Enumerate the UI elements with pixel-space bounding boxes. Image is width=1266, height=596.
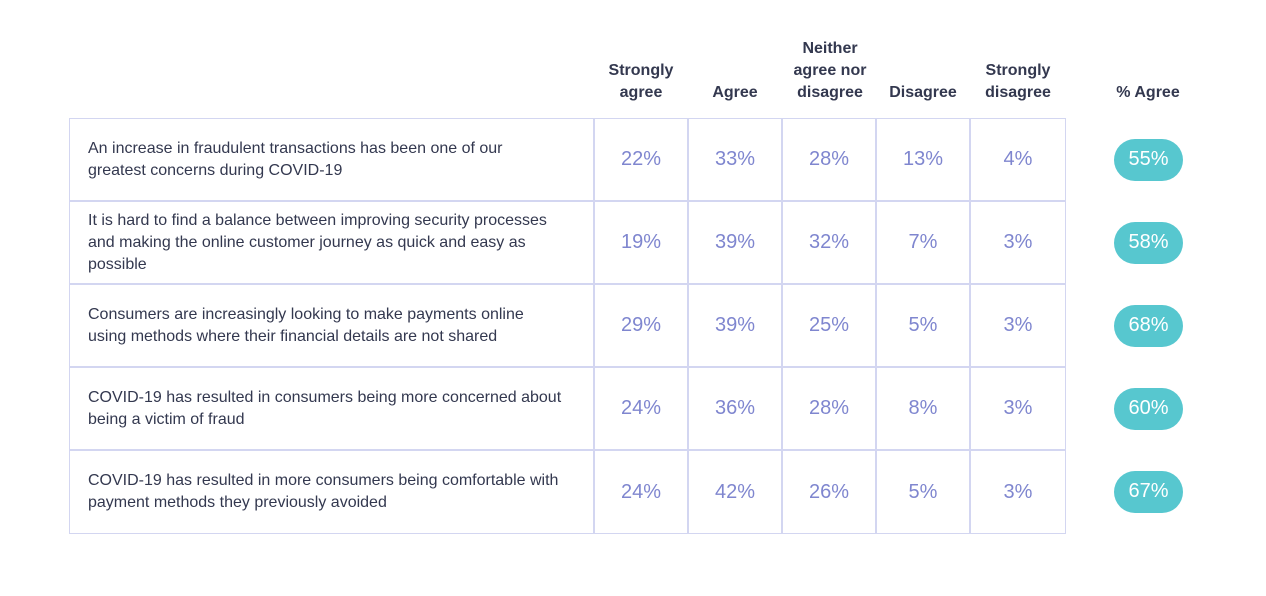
header-percent-agree: % Agree [1116, 84, 1180, 101]
value-cell: 24% [595, 368, 689, 449]
value-cell: 25% [783, 285, 877, 366]
table-row: It is hard to find a balance between imp… [70, 202, 1065, 285]
value-cell: 5% [877, 285, 971, 366]
value-cell: 7% [877, 202, 971, 283]
value-cell: 26% [783, 451, 877, 533]
value-cell: 3% [1003, 397, 1033, 419]
agree-pill: 60% [1114, 387, 1183, 430]
header-disagree: Disagree [889, 84, 957, 101]
value-cell: 22% [595, 119, 689, 200]
value-cell: 3% [1003, 314, 1033, 336]
table-row: An increase in fraudulent transactions h… [70, 119, 1065, 202]
value-cell: 8% [877, 368, 971, 449]
value-cell: 13% [877, 119, 971, 200]
header-agree: Agree [712, 84, 758, 101]
header-strongly-disagree: Strongly disagree [985, 62, 1051, 101]
table-row: Consumers are increasingly looking to ma… [70, 285, 1065, 368]
statement-label: COVID-19 has resulted in consumers being… [70, 368, 595, 449]
value-cell: 42% [689, 451, 783, 533]
agree-pill: 58% [1114, 221, 1183, 264]
value-cell: 39% [689, 285, 783, 366]
agree-pill: 68% [1114, 304, 1183, 347]
value-cell: 33% [689, 119, 783, 200]
value-cell: 3% [1003, 480, 1033, 503]
value-cell: 28% [783, 119, 877, 200]
agree-pill: 67% [1114, 470, 1183, 513]
data-table: An increase in fraudulent transactions h… [69, 118, 1066, 534]
header-strongly-agree: Strongly agree [608, 62, 674, 101]
value-cell: 29% [595, 285, 689, 366]
table-row: COVID-19 has resulted in more consumers … [70, 451, 1065, 533]
agree-pill: 55% [1114, 138, 1183, 181]
value-cell: 19% [595, 202, 689, 283]
statement-label: COVID-19 has resulted in more consumers … [70, 451, 595, 533]
value-cell: 3% [1003, 231, 1033, 253]
header-neither: Neither agree nor disagree [793, 40, 867, 101]
value-cell: 5% [877, 451, 971, 533]
value-cell: 28% [783, 368, 877, 449]
statement-label: It is hard to find a balance between imp… [70, 202, 595, 283]
value-cell: 24% [595, 451, 689, 533]
table-row: COVID-19 has resulted in consumers being… [70, 368, 1065, 451]
value-cell: 32% [783, 202, 877, 283]
statement-label: An increase in fraudulent transactions h… [70, 119, 595, 200]
statement-label: Consumers are increasingly looking to ma… [70, 285, 595, 366]
value-cell: 4% [1003, 148, 1033, 170]
value-cell: 36% [689, 368, 783, 449]
value-cell: 39% [689, 202, 783, 283]
